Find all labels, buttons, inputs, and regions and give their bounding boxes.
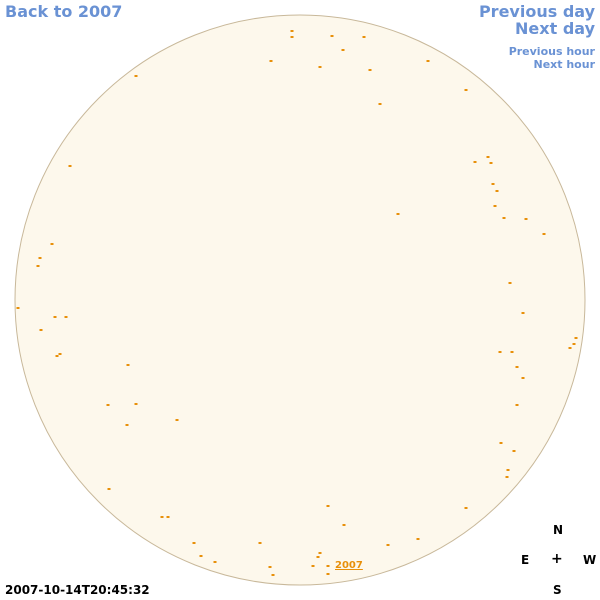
sky-object-marker <box>68 165 72 167</box>
sky-object-marker <box>326 573 330 575</box>
sky-object-marker <box>486 156 490 158</box>
sky-object-marker <box>199 555 203 557</box>
sky-object-marker <box>53 316 57 318</box>
sky-object-marker <box>160 516 164 518</box>
sky-object-marker <box>38 257 42 259</box>
sky-object-marker <box>502 217 506 219</box>
timestamp: 2007-10-14T20:45:32 <box>5 583 150 597</box>
sky-object-marker <box>316 556 320 558</box>
sky-object-marker <box>326 565 330 567</box>
sky-object-marker <box>542 233 546 235</box>
sky-object-marker <box>50 243 54 245</box>
sky-object-marker <box>175 419 179 421</box>
sky-object-marker <box>36 265 40 267</box>
sky-object-marker <box>506 469 510 471</box>
sky-object-marker <box>134 403 138 405</box>
sky-object-marker <box>568 347 572 349</box>
sky-object-marker <box>258 542 262 544</box>
sky-object-marker <box>64 316 68 318</box>
sky-object-marker <box>106 404 110 406</box>
sky-object-marker <box>134 75 138 77</box>
compass-west: W <box>583 553 597 567</box>
back-to-year-link[interactable]: Back to 2007 <box>5 2 123 21</box>
sky-object-marker <box>362 36 366 38</box>
sky-object-marker <box>55 355 59 357</box>
sky-object-marker <box>473 161 477 163</box>
sky-object-marker <box>126 364 130 366</box>
compass-south: S <box>553 583 562 597</box>
sky-object-marker <box>499 442 503 444</box>
sky-object-marker <box>311 565 315 567</box>
sky-object-marker <box>572 343 576 345</box>
sky-object-marker <box>498 351 502 353</box>
sky-object-marker <box>510 351 514 353</box>
compass-center-icon: + <box>551 551 563 567</box>
previous-hour-link[interactable]: Previous hour <box>508 45 595 58</box>
sky-object-marker <box>521 312 525 314</box>
sky-object-marker <box>508 282 512 284</box>
previous-day-link[interactable]: Previous day <box>478 2 595 21</box>
sky-object-marker <box>386 544 390 546</box>
sky-object-marker <box>330 35 334 37</box>
sky-object-marker <box>378 103 382 105</box>
sky-object-marker <box>318 552 322 554</box>
sky-object-marker <box>464 89 468 91</box>
sky-object-marker <box>326 505 330 507</box>
sky-object-marker <box>290 30 294 32</box>
sky-object-marker <box>290 36 294 38</box>
sky-object-marker <box>213 561 217 563</box>
sky-circle <box>14 14 586 586</box>
sky-object-marker <box>166 516 170 518</box>
sky-object-marker <box>491 183 495 185</box>
compass-north: N <box>553 523 564 537</box>
sky-object-marker <box>515 366 519 368</box>
sky-object-marker <box>489 162 493 164</box>
sky-object-marker <box>524 218 528 220</box>
year-link[interactable]: 2007 <box>335 560 363 571</box>
sky-object-marker <box>107 488 111 490</box>
sky-object-marker <box>512 450 516 452</box>
sky-object-marker <box>416 538 420 540</box>
object-markers <box>16 30 578 576</box>
compass-east: E <box>521 553 530 567</box>
sky-object-marker <box>269 60 273 62</box>
next-hour-link[interactable]: Next hour <box>533 58 596 71</box>
sky-object-marker <box>341 49 345 51</box>
sky-object-marker <box>464 507 468 509</box>
sky-object-marker <box>268 566 272 568</box>
sky-object-marker <box>426 60 430 62</box>
sky-object-marker <box>493 205 497 207</box>
sky-object-marker <box>396 213 400 215</box>
sky-object-marker <box>515 404 519 406</box>
sky-object-marker <box>368 69 372 71</box>
next-day-link[interactable]: Next day <box>515 19 595 38</box>
sky-object-marker <box>342 524 346 526</box>
sky-object-marker <box>271 574 275 576</box>
sky-object-marker <box>125 424 129 426</box>
sky-object-marker <box>521 377 525 379</box>
sky-object-marker <box>495 190 499 192</box>
sky-object-marker <box>574 337 578 339</box>
sky-object-marker <box>39 329 43 331</box>
sky-object-marker <box>505 476 509 478</box>
sky-object-marker <box>318 66 322 68</box>
sky-object-marker <box>192 542 196 544</box>
sky-object-marker <box>58 353 62 355</box>
sky-object-marker <box>16 307 20 309</box>
